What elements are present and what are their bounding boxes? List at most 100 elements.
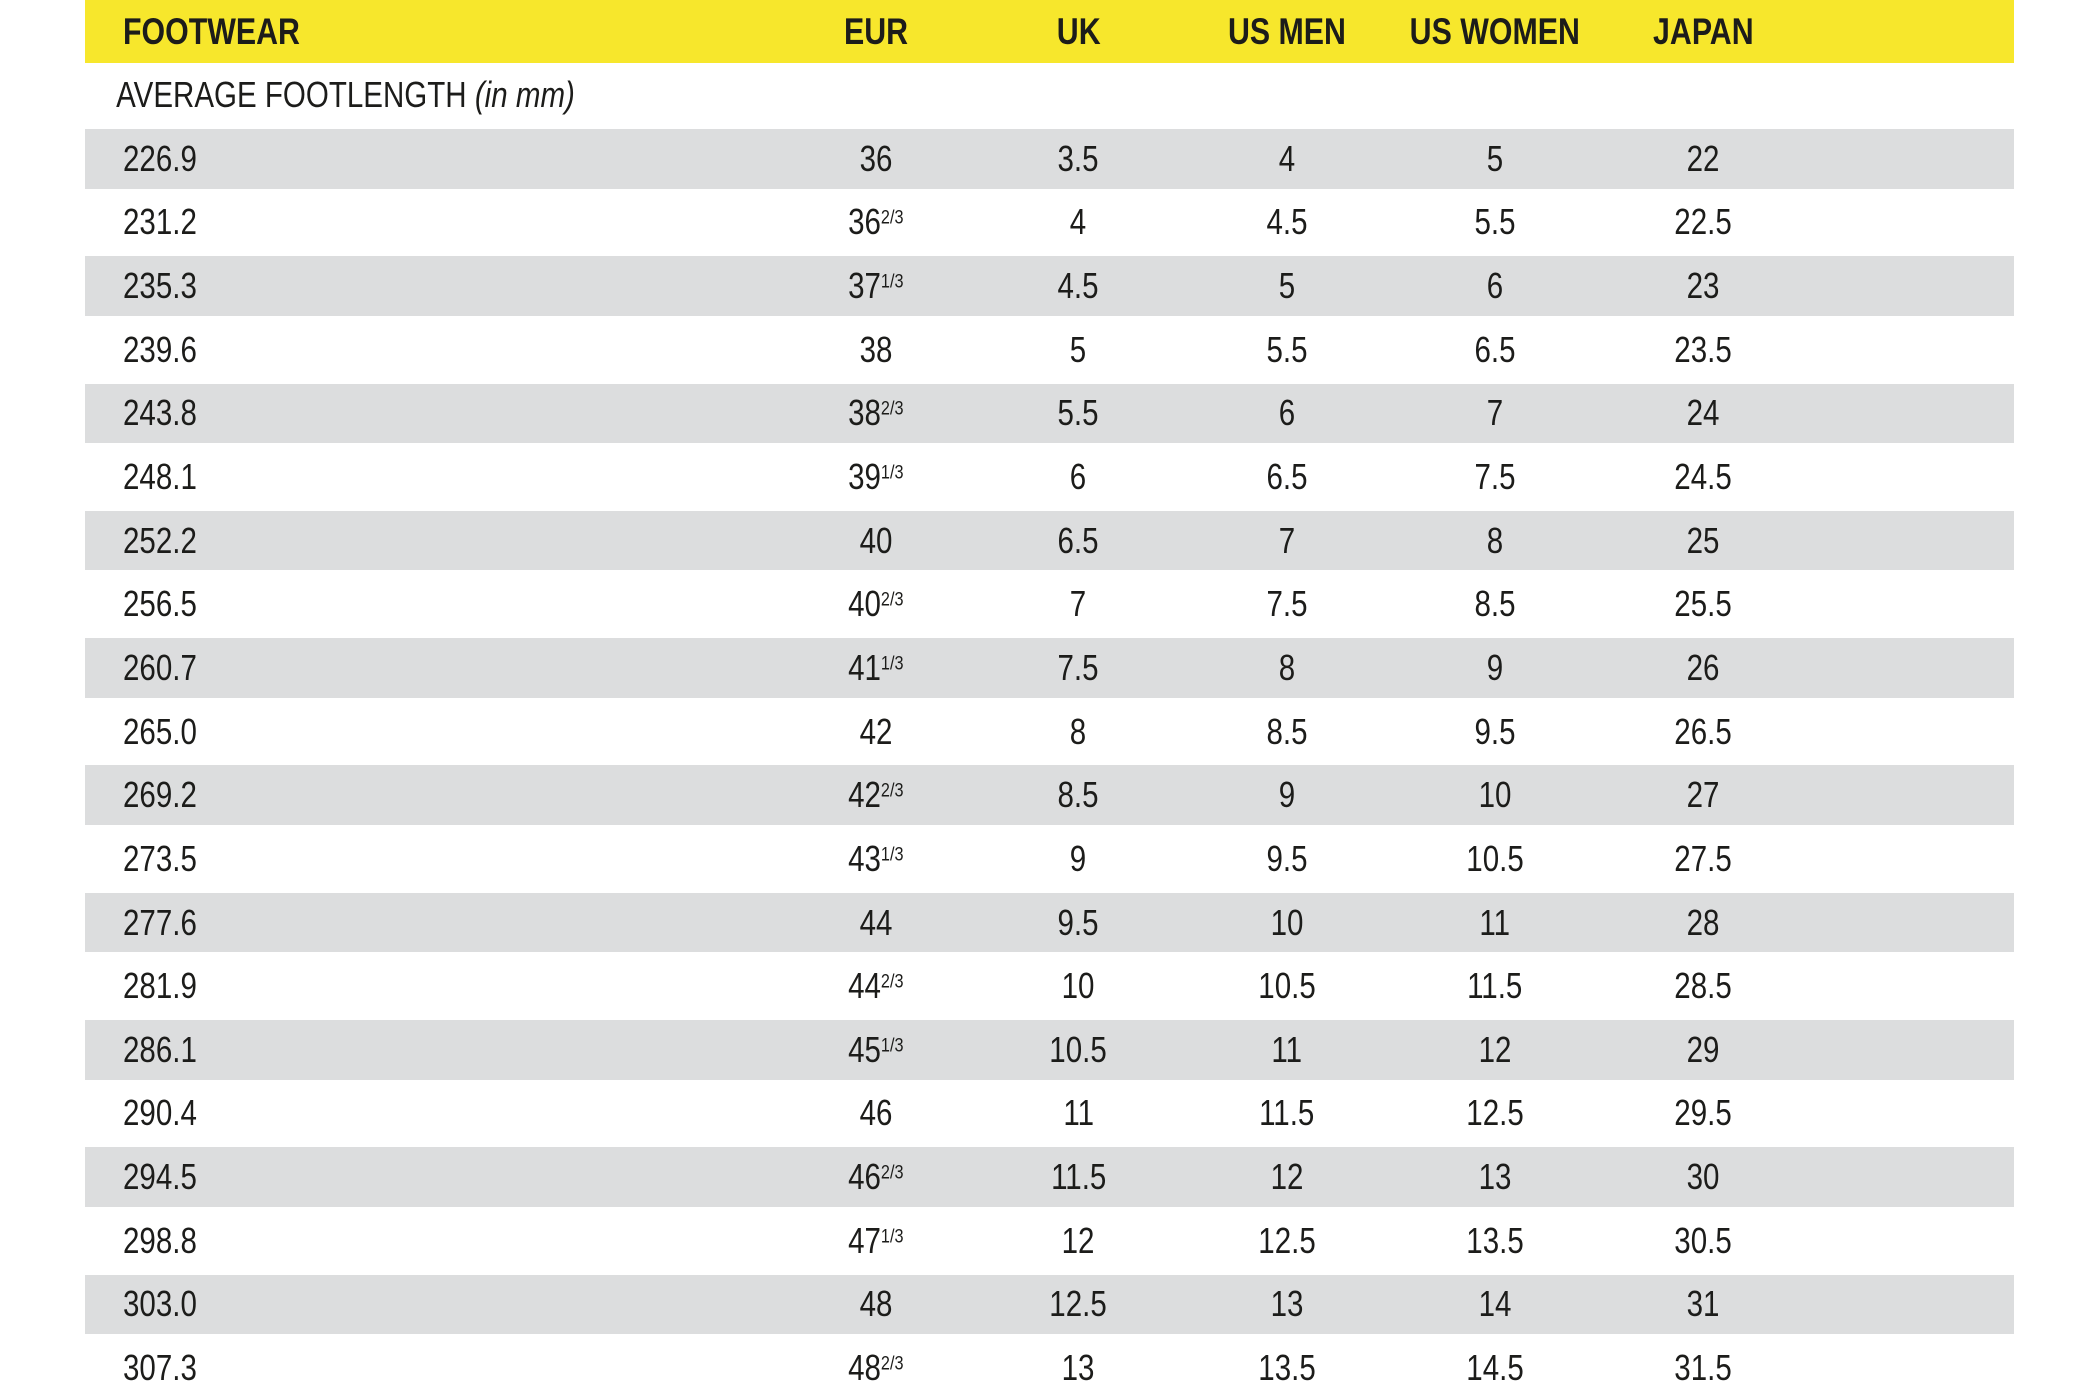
us-women-cell: 9.5 xyxy=(1393,713,1597,750)
table-header-row: FOOTWEAR EUR UK US MEN US WOMEN JAPAN xyxy=(85,0,2014,63)
table-row: 290.4 46 11 11.5 12.5 29.5 xyxy=(85,1082,2014,1146)
japan-cell: 31 xyxy=(1597,1286,1809,1322)
uk-size: 5.5 xyxy=(1057,392,1099,434)
footlength-cell: 243.8 xyxy=(85,395,776,431)
column-header-us-men-label: US MEN xyxy=(1227,11,1346,52)
uk-size: 6.5 xyxy=(1057,519,1099,561)
eur-size-base: 48 xyxy=(848,1346,882,1388)
column-header-japan-label: JAPAN xyxy=(1653,11,1754,52)
eur-size-base: 42 xyxy=(859,710,893,752)
japan-size: 29.5 xyxy=(1674,1092,1733,1134)
us-men-size: 11 xyxy=(1271,1028,1303,1070)
us-men-cell: 11.5 xyxy=(1181,1095,1393,1131)
us-women-size: 12 xyxy=(1478,1028,1512,1070)
us-women-size: 10 xyxy=(1478,774,1512,816)
us-women-size: 6 xyxy=(1486,265,1504,307)
japan-cell: 27.5 xyxy=(1597,840,1809,877)
eur-size-fraction: 1/3 xyxy=(881,270,904,293)
japan-cell: 28 xyxy=(1597,904,1809,941)
eur-cell: 362/3 xyxy=(776,204,977,240)
us-men-cell: 10.5 xyxy=(1181,968,1393,1004)
eur-size: 44 xyxy=(859,904,892,941)
us-women-size: 11 xyxy=(1479,901,1511,943)
us-women-cell: 13 xyxy=(1393,1159,1597,1195)
japan-size: 30.5 xyxy=(1674,1219,1733,1261)
japan-size: 31 xyxy=(1686,1283,1720,1325)
japan-cell: 23 xyxy=(1597,268,1809,304)
japan-cell: 29.5 xyxy=(1597,1095,1809,1131)
footlength-cell: 307.3 xyxy=(85,1349,776,1386)
column-header-eur: EUR xyxy=(776,13,977,50)
eur-size: 411/3 xyxy=(848,649,903,686)
footlength-cell: 281.9 xyxy=(85,968,776,1004)
us-women-size: 13.5 xyxy=(1466,1219,1524,1261)
uk-cell: 11 xyxy=(976,1095,1180,1131)
uk-cell: 11.5 xyxy=(976,1159,1180,1195)
us-women-size: 10.5 xyxy=(1466,837,1524,879)
column-header-footwear-label: FOOTWEAR xyxy=(123,11,300,52)
us-men-cell: 6 xyxy=(1181,395,1393,431)
us-women-cell: 11.5 xyxy=(1393,968,1597,1004)
table-row: 260.7 411/3 7.5 8 9 26 xyxy=(85,636,2014,700)
us-women-size: 11.5 xyxy=(1467,965,1523,1007)
uk-size: 5 xyxy=(1070,328,1087,370)
japan-size: 26.5 xyxy=(1674,710,1733,752)
table-row: 235.3 371/3 4.5 5 6 23 xyxy=(85,254,2014,318)
footlength-cell: 256.5 xyxy=(85,586,776,622)
eur-size-base: 43 xyxy=(848,837,882,879)
eur-size-fraction: 2/3 xyxy=(881,398,904,421)
uk-size: 3.5 xyxy=(1057,137,1099,179)
japan-size: 22 xyxy=(1686,137,1720,179)
footlength-cell: 277.6 xyxy=(85,904,776,941)
us-women-cell: 11 xyxy=(1393,901,1597,943)
japan-size: 31.5 xyxy=(1674,1346,1733,1388)
uk-size: 8.5 xyxy=(1057,774,1099,816)
japan-size: 25 xyxy=(1686,519,1720,561)
us-men-size: 8.5 xyxy=(1266,710,1308,752)
eur-size: 40 xyxy=(859,522,892,559)
us-men-size: 4.5 xyxy=(1266,201,1308,243)
us-men-cell: 9 xyxy=(1181,777,1393,813)
us-women-cell: 5.5 xyxy=(1393,204,1597,240)
footlength-cell: 231.2 xyxy=(85,204,776,240)
column-header-us-women: US WOMEN xyxy=(1393,13,1597,50)
eur-cell: 471/3 xyxy=(776,1222,977,1259)
us-women-size: 5 xyxy=(1486,137,1504,179)
eur-size-fraction: 1/3 xyxy=(881,461,904,484)
footlength-value: 260.7 xyxy=(123,646,197,688)
table-row: 239.6 38 5 5.5 6.5 23.5 xyxy=(85,318,2014,382)
us-women-cell: 7 xyxy=(1393,395,1597,431)
us-women-size: 14 xyxy=(1478,1283,1512,1325)
japan-cell: 23.5 xyxy=(1597,331,1809,368)
us-men-cell: 12.5 xyxy=(1181,1222,1393,1259)
footlength-cell: 290.4 xyxy=(85,1095,776,1131)
us-women-cell: 8 xyxy=(1393,522,1597,559)
footlength-cell: 239.6 xyxy=(85,331,776,368)
japan-cell: 26.5 xyxy=(1597,710,1809,752)
us-men-size: 9 xyxy=(1278,774,1295,816)
uk-size: 12 xyxy=(1061,1219,1095,1261)
eur-size: 422/3 xyxy=(848,777,903,813)
japan-cell: 29 xyxy=(1597,1031,1809,1068)
uk-cell: 6 xyxy=(976,459,1180,495)
footlength-value: 269.2 xyxy=(123,774,197,816)
eur-size-base: 44 xyxy=(848,965,882,1007)
us-women-size: 12.5 xyxy=(1466,1092,1524,1134)
footlength-value: 243.8 xyxy=(123,392,197,434)
uk-cell: 6.5 xyxy=(976,519,1180,561)
japan-cell: 31.5 xyxy=(1597,1346,1809,1388)
eur-size-base: 46 xyxy=(848,1156,882,1198)
uk-cell: 9.5 xyxy=(976,901,1180,943)
us-women-size: 7.5 xyxy=(1474,456,1516,498)
footlength-cell: 226.9 xyxy=(85,140,776,177)
uk-size: 9.5 xyxy=(1057,901,1099,943)
japan-size: 22.5 xyxy=(1674,201,1733,243)
eur-size-base: 46 xyxy=(859,1092,893,1134)
subtitle-row: AVERAGE FOOTLENGTH (in mm) xyxy=(85,63,2014,127)
us-men-cell: 12 xyxy=(1181,1159,1393,1195)
footlength-cell: 303.0 xyxy=(85,1286,776,1322)
us-women-size: 6.5 xyxy=(1474,328,1516,370)
column-header-footwear: FOOTWEAR xyxy=(85,13,776,50)
eur-cell: 442/3 xyxy=(776,968,977,1004)
uk-size: 10.5 xyxy=(1049,1028,1108,1070)
